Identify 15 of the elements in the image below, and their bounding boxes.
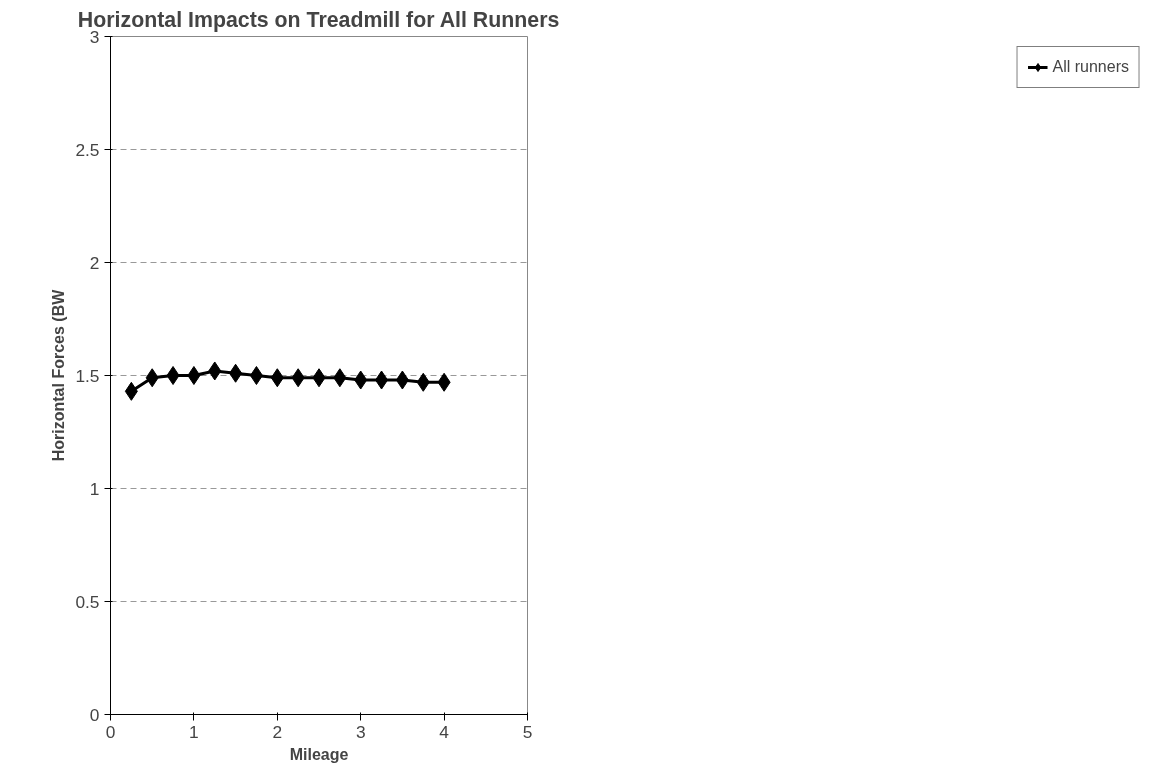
x-tick-label: 4 [439, 721, 450, 742]
x-tick-label: 2 [272, 721, 283, 742]
y-tick-label: 0 [89, 704, 100, 725]
legend-label: All runners [1052, 58, 1129, 76]
x-tick-label: 1 [189, 721, 199, 742]
x-tick-label: 3 [355, 721, 366, 742]
x-tick-label: 0 [105, 721, 116, 742]
y-tick-label: 0.5 [75, 591, 100, 612]
y-tick-label: 1.5 [75, 365, 100, 386]
x-axis-title: Mileage [289, 745, 349, 763]
y-axis-title: Horizontal Forces (BW [50, 288, 68, 462]
y-tick-label: 2.5 [75, 139, 100, 160]
y-tick-label: 2 [89, 252, 100, 273]
y-tick-label: 1 [89, 478, 100, 499]
x-tick-label: 5 [522, 721, 533, 742]
